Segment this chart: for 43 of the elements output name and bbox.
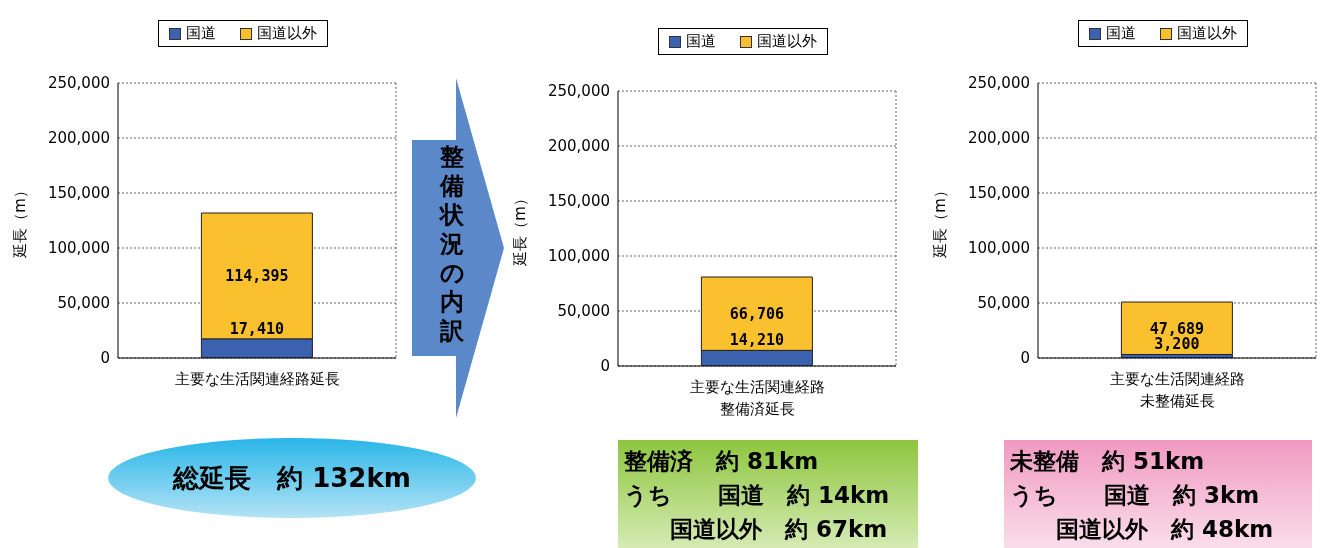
legend-label: 国道以外 — [756, 32, 817, 51]
y-axis-title: 延長（m） — [511, 191, 530, 267]
text: うち 国道 約 14km — [624, 481, 891, 510]
text: 未整備 約 51km — [1010, 447, 1206, 476]
y-tick-label: 50,000 — [557, 302, 610, 321]
y-tick-label: 250,000 — [47, 74, 110, 93]
text: 国道以外 約 48km — [1055, 515, 1275, 544]
text: 整備状況の内訳 — [438, 143, 466, 346]
x-tick-label: 主要な生活関連経路未整備延長 — [1109, 370, 1245, 410]
x-tick-label: 主要な生活関連経路延長 — [174, 370, 340, 388]
text: うち 国道 約 3km — [1010, 481, 1261, 510]
y-tick-label: 200,000 — [967, 129, 1030, 148]
y-tick-label: 150,000 — [47, 184, 110, 203]
y-tick-label: 50,000 — [977, 294, 1030, 313]
y-tick-label: 100,000 — [547, 247, 610, 266]
data-label: 3,200 — [1154, 335, 1200, 354]
y-tick-label: 0 — [600, 357, 610, 376]
legend-label: 国道 — [185, 24, 216, 43]
legend-label: 国道 — [685, 32, 716, 51]
legend-label: 国道以外 — [1176, 24, 1237, 43]
text: 整備済 約 81km — [624, 447, 820, 476]
data-label: 114,395 — [225, 267, 289, 286]
y-axis-title: 延長（m） — [931, 183, 950, 259]
x-tick-label: 主要な生活関連経路整備済延長 — [689, 378, 825, 418]
y-tick-label: 0 — [100, 349, 110, 368]
data-label: 47,689 — [1149, 319, 1204, 338]
data-label: 14,210 — [729, 331, 784, 350]
y-tick-label: 150,000 — [547, 192, 610, 211]
y-tick-label: 100,000 — [967, 239, 1030, 258]
y-tick-label: 50,000 — [57, 294, 110, 313]
y-axis-title: 延長（m） — [11, 183, 30, 259]
y-tick-label: 200,000 — [47, 129, 110, 148]
y-tick-label: 150,000 — [967, 184, 1030, 203]
y-tick-label: 250,000 — [967, 74, 1030, 93]
data-label: 66,706 — [729, 305, 784, 324]
y-tick-label: 100,000 — [47, 239, 110, 258]
legend-label: 国道以外 — [256, 24, 317, 43]
y-tick-label: 0 — [1020, 349, 1030, 368]
y-tick-label: 250,000 — [547, 82, 610, 101]
data-label: 17,410 — [229, 319, 284, 338]
y-tick-label: 200,000 — [547, 137, 610, 156]
text: 国道以外 約 67km — [669, 515, 889, 544]
legend-label: 国道 — [1105, 24, 1136, 43]
